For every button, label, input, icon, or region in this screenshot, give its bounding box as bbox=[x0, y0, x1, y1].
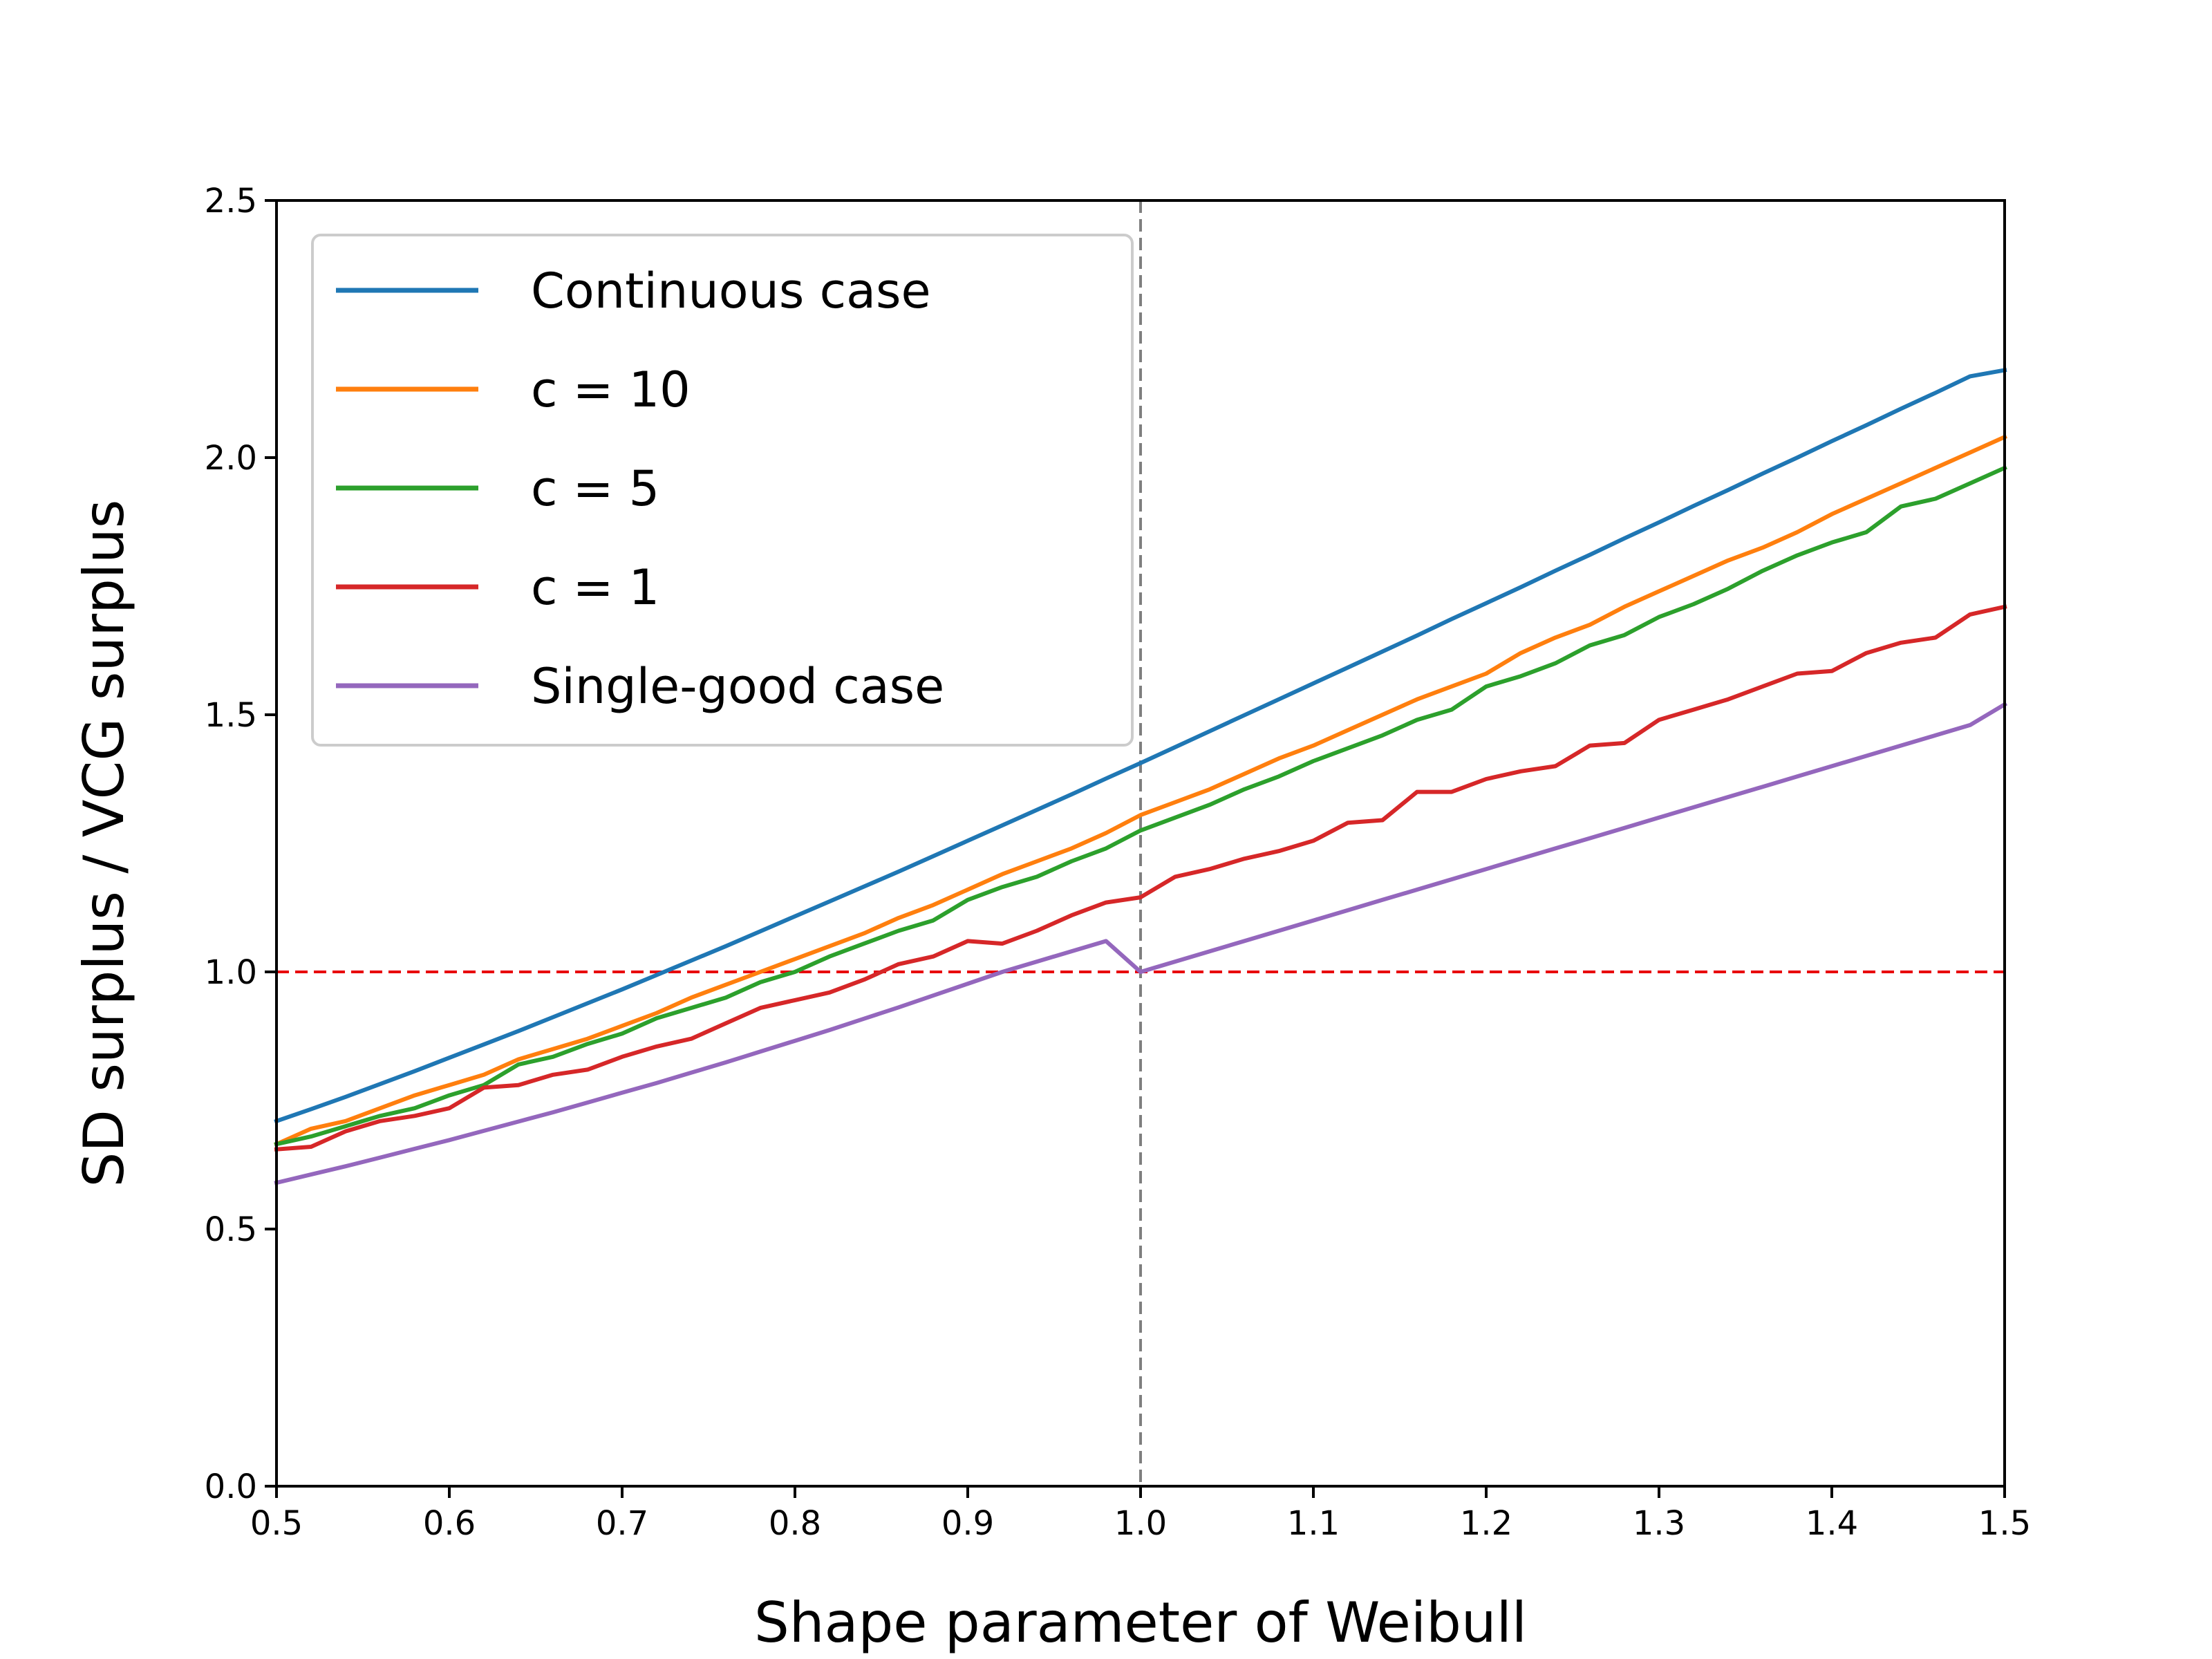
x-tick-label: 1.2 bbox=[1460, 1504, 1512, 1543]
x-tick-label: 1.0 bbox=[1114, 1504, 1167, 1543]
y-tick-label: 1.0 bbox=[205, 953, 257, 992]
x-axis-title: Shape parameter of Weibull bbox=[754, 1591, 1527, 1655]
x-tick-label: 1.1 bbox=[1287, 1504, 1340, 1543]
series-line-single-good-case bbox=[274, 701, 2008, 1185]
legend-label: Single-good case bbox=[531, 658, 944, 715]
x-tick-label: 0.9 bbox=[941, 1504, 994, 1543]
series-line-continuous-case bbox=[274, 368, 2007, 1124]
x-tick-label: 0.5 bbox=[250, 1504, 303, 1543]
series-lines bbox=[274, 368, 2008, 1185]
y-axis-title: SD surplus / VCG surplus bbox=[72, 500, 136, 1188]
y-tick-label: 0.0 bbox=[205, 1468, 257, 1506]
legend-box bbox=[311, 234, 1134, 747]
legend-label: c = 10 bbox=[531, 362, 691, 418]
x-tick-label: 0.7 bbox=[596, 1504, 648, 1543]
legend-label: c = 5 bbox=[531, 460, 659, 517]
y-axis-ticks: 0.0 0.5 1.0 1.5 2.0 2.5 bbox=[205, 182, 276, 1506]
x-tick-label: 1.5 bbox=[1978, 1504, 2031, 1543]
x-tick-label: 0.6 bbox=[423, 1504, 476, 1543]
x-tick-label: 0.8 bbox=[769, 1504, 821, 1543]
legend-label: c = 1 bbox=[531, 559, 659, 616]
series-line-c-10 bbox=[274, 434, 2007, 1147]
legend-label: Continuous case bbox=[531, 263, 931, 319]
x-axis-ticks: 0.5 0.6 0.7 0.8 0.9 1.0 1.1 1.2 1.3 1.4 1.5 bbox=[250, 1486, 2031, 1543]
y-tick-label: 2.0 bbox=[205, 439, 257, 478]
series-line-c-5 bbox=[274, 465, 2007, 1147]
y-tick-label: 0.5 bbox=[205, 1210, 257, 1249]
x-tick-label: 1.3 bbox=[1633, 1504, 1685, 1543]
series-line-c-1 bbox=[274, 604, 2007, 1152]
x-tick-label: 1.4 bbox=[1806, 1504, 1858, 1543]
legend: Continuous case c = 10 c = 5 c = 1 Single-go… bbox=[311, 234, 1134, 747]
y-tick-label: 1.5 bbox=[205, 696, 257, 735]
y-tick-label: 2.5 bbox=[205, 182, 257, 221]
